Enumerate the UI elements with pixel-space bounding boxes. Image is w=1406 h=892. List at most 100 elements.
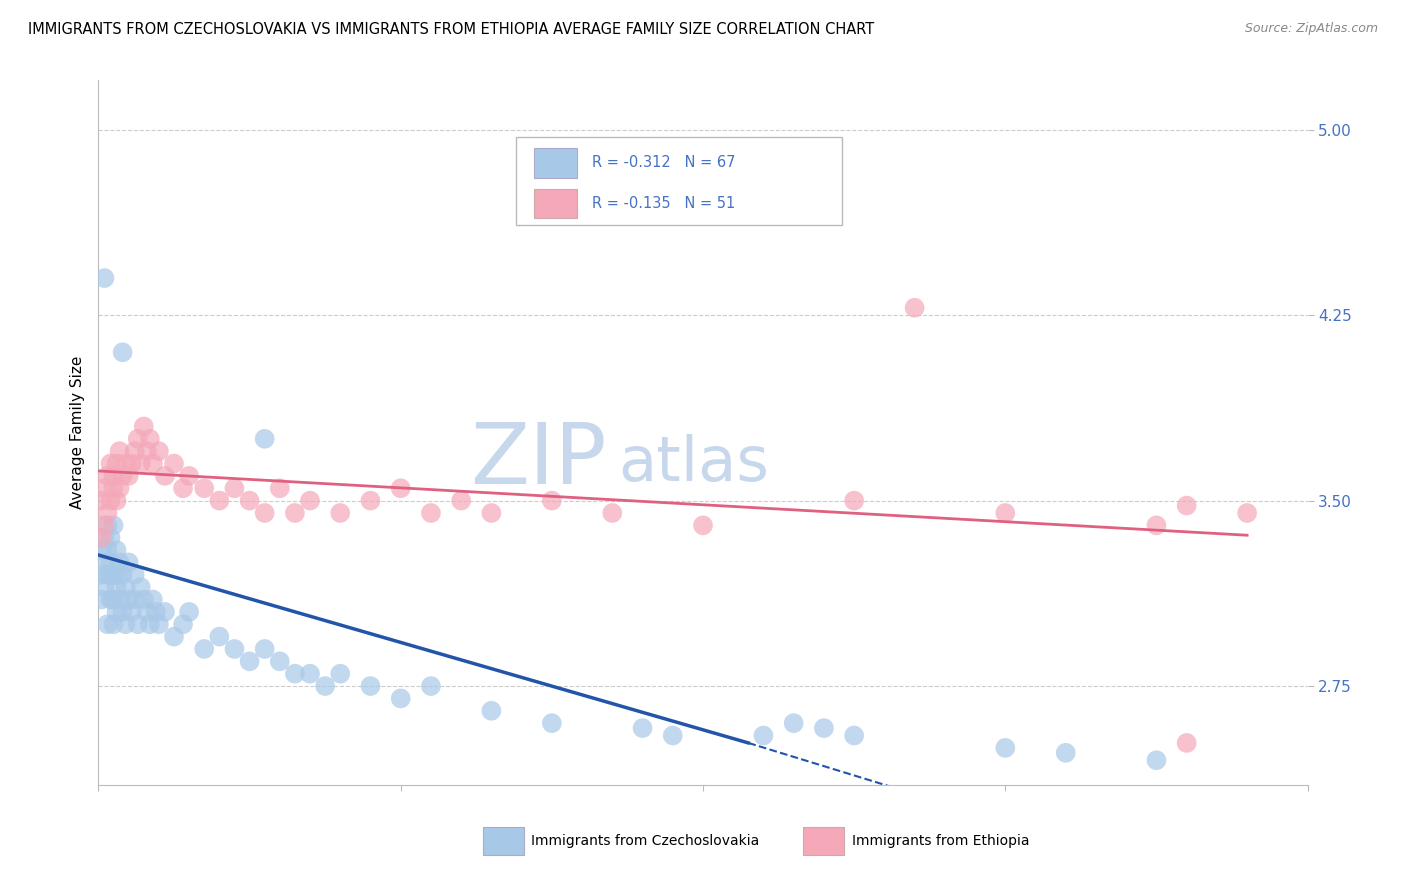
Point [96,617,118,632]
Point [994,506,1017,520]
Point [193,481,215,495]
Text: Immigrants from Ethiopia: Immigrants from Ethiopia [852,834,1029,848]
Point [90,493,112,508]
Point [239,493,262,508]
Point [129,580,152,594]
Point [105,543,128,558]
Point [329,506,352,520]
Point [108,444,131,458]
Point [1175,499,1198,513]
Point [420,679,443,693]
Point [90,543,112,558]
Point [224,481,246,495]
Point [118,592,141,607]
Point [1144,753,1167,767]
Text: R = -0.135   N = 51: R = -0.135 N = 51 [592,196,735,211]
Point [208,630,231,644]
Point [93,531,115,545]
Point [179,469,201,483]
Point [284,506,307,520]
Point [103,481,125,495]
Point [103,567,125,582]
Point [121,457,143,471]
Point [108,481,131,495]
Point [602,506,624,520]
Point [93,556,115,570]
Point [1144,518,1167,533]
Point [179,605,201,619]
Point [90,592,112,607]
Point [96,469,118,483]
Point [103,617,125,632]
Point [114,457,136,471]
Point [100,493,122,508]
Point [114,580,136,594]
Point [105,567,128,582]
Point [96,506,118,520]
Point [103,518,125,533]
Point [540,716,562,731]
Point [172,617,194,632]
Point [100,567,122,582]
Point [540,493,562,508]
Point [172,481,194,495]
Point [299,666,322,681]
Point [284,666,307,681]
Point [389,691,412,706]
Point [103,592,125,607]
Point [208,493,231,508]
Point [124,592,146,607]
Point [103,469,125,483]
Text: IMMIGRANTS FROM CZECHOSLOVAKIA VS IMMIGRANTS FROM ETHIOPIA AVERAGE FAMILY SIZE C: IMMIGRANTS FROM CZECHOSLOVAKIA VS IMMIGR… [28,22,875,37]
Point [135,605,157,619]
Point [108,592,131,607]
Point [105,457,128,471]
Point [132,419,155,434]
Point [93,271,115,285]
Text: Immigrants from Czechoslovakia: Immigrants from Czechoslovakia [531,834,759,848]
Point [661,729,683,743]
Point [90,567,112,582]
FancyBboxPatch shape [516,136,842,225]
Text: atlas: atlas [619,434,769,494]
Point [253,432,276,446]
Point [105,605,128,619]
Point [111,605,134,619]
Point [148,444,170,458]
Point [481,506,503,520]
Point [124,444,146,458]
FancyBboxPatch shape [803,827,845,855]
Point [239,654,262,668]
Point [389,481,412,495]
Point [142,592,165,607]
Point [420,506,443,520]
Point [114,617,136,632]
FancyBboxPatch shape [534,148,578,178]
Point [96,543,118,558]
Text: R = -0.312   N = 67: R = -0.312 N = 67 [592,155,735,170]
Point [692,518,714,533]
Point [299,493,322,508]
FancyBboxPatch shape [482,827,524,855]
Point [100,457,122,471]
Point [90,531,112,545]
Point [145,605,167,619]
Point [100,531,122,545]
FancyBboxPatch shape [534,188,578,219]
Point [105,493,128,508]
Point [96,567,118,582]
Point [360,493,382,508]
Point [193,642,215,657]
Point [253,506,276,520]
Point [93,580,115,594]
Point [111,469,134,483]
Point [783,716,806,731]
Point [135,444,157,458]
Y-axis label: Average Family Size: Average Family Size [69,356,84,509]
Text: ZIP: ZIP [470,419,606,502]
Point [105,580,128,594]
Point [93,481,115,495]
Point [139,617,162,632]
Point [269,481,291,495]
Point [224,642,246,657]
